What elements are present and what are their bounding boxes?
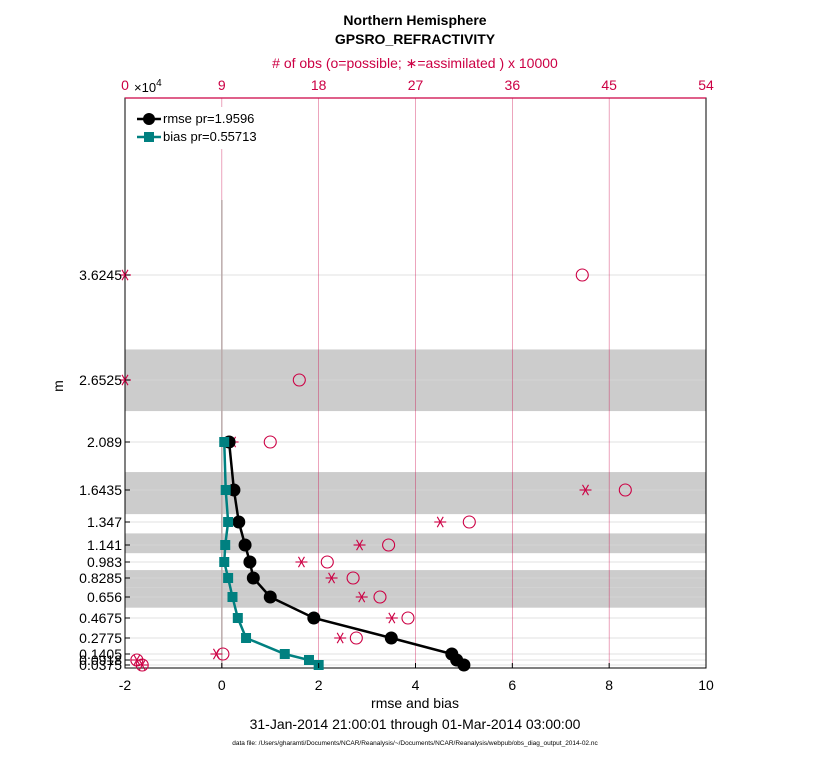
series-0-point-7: [243, 555, 257, 569]
top-tick-label-0: 0: [121, 77, 129, 93]
y-tick-label-11: 2.089: [87, 434, 122, 450]
x-tick-label-1: 0: [218, 677, 226, 693]
x-tick-label-0: -2: [119, 677, 132, 693]
top-tick-label-2: 18: [311, 77, 327, 93]
series-0-point-3: [384, 631, 398, 645]
x-tick-label-6: 10: [698, 677, 714, 693]
obs-possible-3: [618, 483, 632, 497]
series-1-point-8: [220, 540, 231, 550]
y-axis-label: m: [50, 380, 66, 392]
chart-title: Northern Hemisphere: [343, 12, 486, 28]
obs-assimilated-6: [295, 556, 308, 568]
obs-possible-8: [373, 590, 387, 604]
obs-possible-1: [292, 373, 306, 387]
top-tick-label-5: 45: [601, 77, 617, 93]
y-tick-label-5: 0.656: [87, 589, 122, 605]
series-1-point-11: [219, 437, 230, 447]
x-tick-label-4: 6: [508, 677, 516, 693]
obs-possible-5: [382, 538, 396, 552]
obs-assimilated-7: [325, 572, 338, 584]
footnote: data file: /Users/gharamti/Documents/NCA…: [232, 740, 598, 747]
y-tick-label-3: 0.2775: [79, 630, 122, 646]
x-tick-label-3: 4: [412, 677, 420, 693]
legend: rmse pr=1.9596 bias pr=0.55713: [132, 107, 282, 149]
series-1-point-9: [223, 517, 234, 527]
obs-assimilated-10: [334, 632, 347, 644]
obs-assimilated-13: [136, 659, 149, 671]
obs-assimilated-9: [385, 612, 398, 624]
obs-assimilated-3: [579, 484, 592, 496]
y-tick-label-1: 0.0918: [79, 652, 122, 668]
obs-possible-7: [346, 571, 360, 585]
series-1-point-1: [303, 655, 314, 665]
y-tick-label-4: 0.4675: [79, 610, 122, 626]
series-lines: [219, 435, 471, 672]
y-tick-label-13: 3.6245: [79, 267, 122, 283]
obs-assimilated-12: [130, 654, 143, 666]
obs-possible-4: [462, 515, 476, 529]
series-0-point-2: [445, 647, 459, 661]
chart-subtitle: GPSRO_REFRACTIVITY: [335, 31, 496, 47]
obs-possible-0: [575, 268, 589, 282]
legend-bias-label: bias pr=0.55713: [163, 129, 257, 144]
y-tick-label-0: 0.0375: [79, 657, 122, 673]
top-tick-label-6: 54: [698, 77, 714, 93]
y-tick-label-12: 2.6525: [79, 372, 122, 388]
y-tick-label-6: 0.8285: [79, 570, 122, 586]
axis-tick-labels: -2 0 2 4 6 8 100 9 18 27 36 45 540.03750.09180.14050…: [79, 77, 714, 693]
x-axis-label: rmse and bias: [371, 695, 459, 711]
y-tick-label-2: 0.1405: [79, 646, 122, 662]
series-0-point-8: [238, 538, 252, 552]
obs-assimilated-11: [210, 648, 223, 660]
legend-box: [132, 107, 282, 149]
obs-assimilated-8: [355, 591, 368, 603]
series-1-point-5: [227, 592, 238, 602]
obs-possible-9: [401, 611, 415, 625]
obs-possible-6: [320, 555, 334, 569]
series-1-point-7: [219, 557, 230, 567]
obs-assimilated-5: [353, 539, 366, 551]
top-tick-label-3: 27: [408, 77, 424, 93]
series-1-point-3: [241, 633, 252, 643]
x-tick-label-5: 8: [605, 677, 613, 693]
top-tick-label-4: 36: [505, 77, 521, 93]
legend-rmse-label: rmse pr=1.9596: [163, 111, 254, 126]
obs-possible-10: [349, 631, 363, 645]
legend-bias-marker: [144, 132, 154, 142]
date-range: 31-Jan-2014 21:00:01 through 01-Mar-2014…: [250, 716, 581, 732]
top-tick-label-1: 9: [218, 77, 226, 93]
series-1-point-10: [220, 485, 231, 495]
y-tick-label-8: 1.141: [87, 537, 122, 553]
obs-markers: [119, 268, 632, 672]
series-1-point-2: [279, 649, 290, 659]
top-axis-exponent: ×104: [134, 78, 162, 95]
obs-assimilated-4: [434, 516, 447, 528]
x-tick-label-2: 2: [315, 677, 323, 693]
obs-possible-2: [263, 435, 277, 449]
y-tick-label-7: 0.983: [87, 554, 122, 570]
series-1-point-6: [223, 573, 234, 583]
legend-rmse-marker: [143, 113, 155, 125]
series-1-point-4: [232, 613, 243, 623]
series-0-point-4: [307, 611, 321, 625]
series-0-point-6: [246, 571, 260, 585]
y-tick-label-10: 1.6435: [79, 482, 122, 498]
top-axis-label: # of obs (o=possible; ∗=assimilated ) x …: [272, 55, 558, 71]
y-tick-label-9: 1.347: [87, 514, 122, 530]
series-0-point-9: [232, 515, 246, 529]
series-0-point-5: [263, 590, 277, 604]
